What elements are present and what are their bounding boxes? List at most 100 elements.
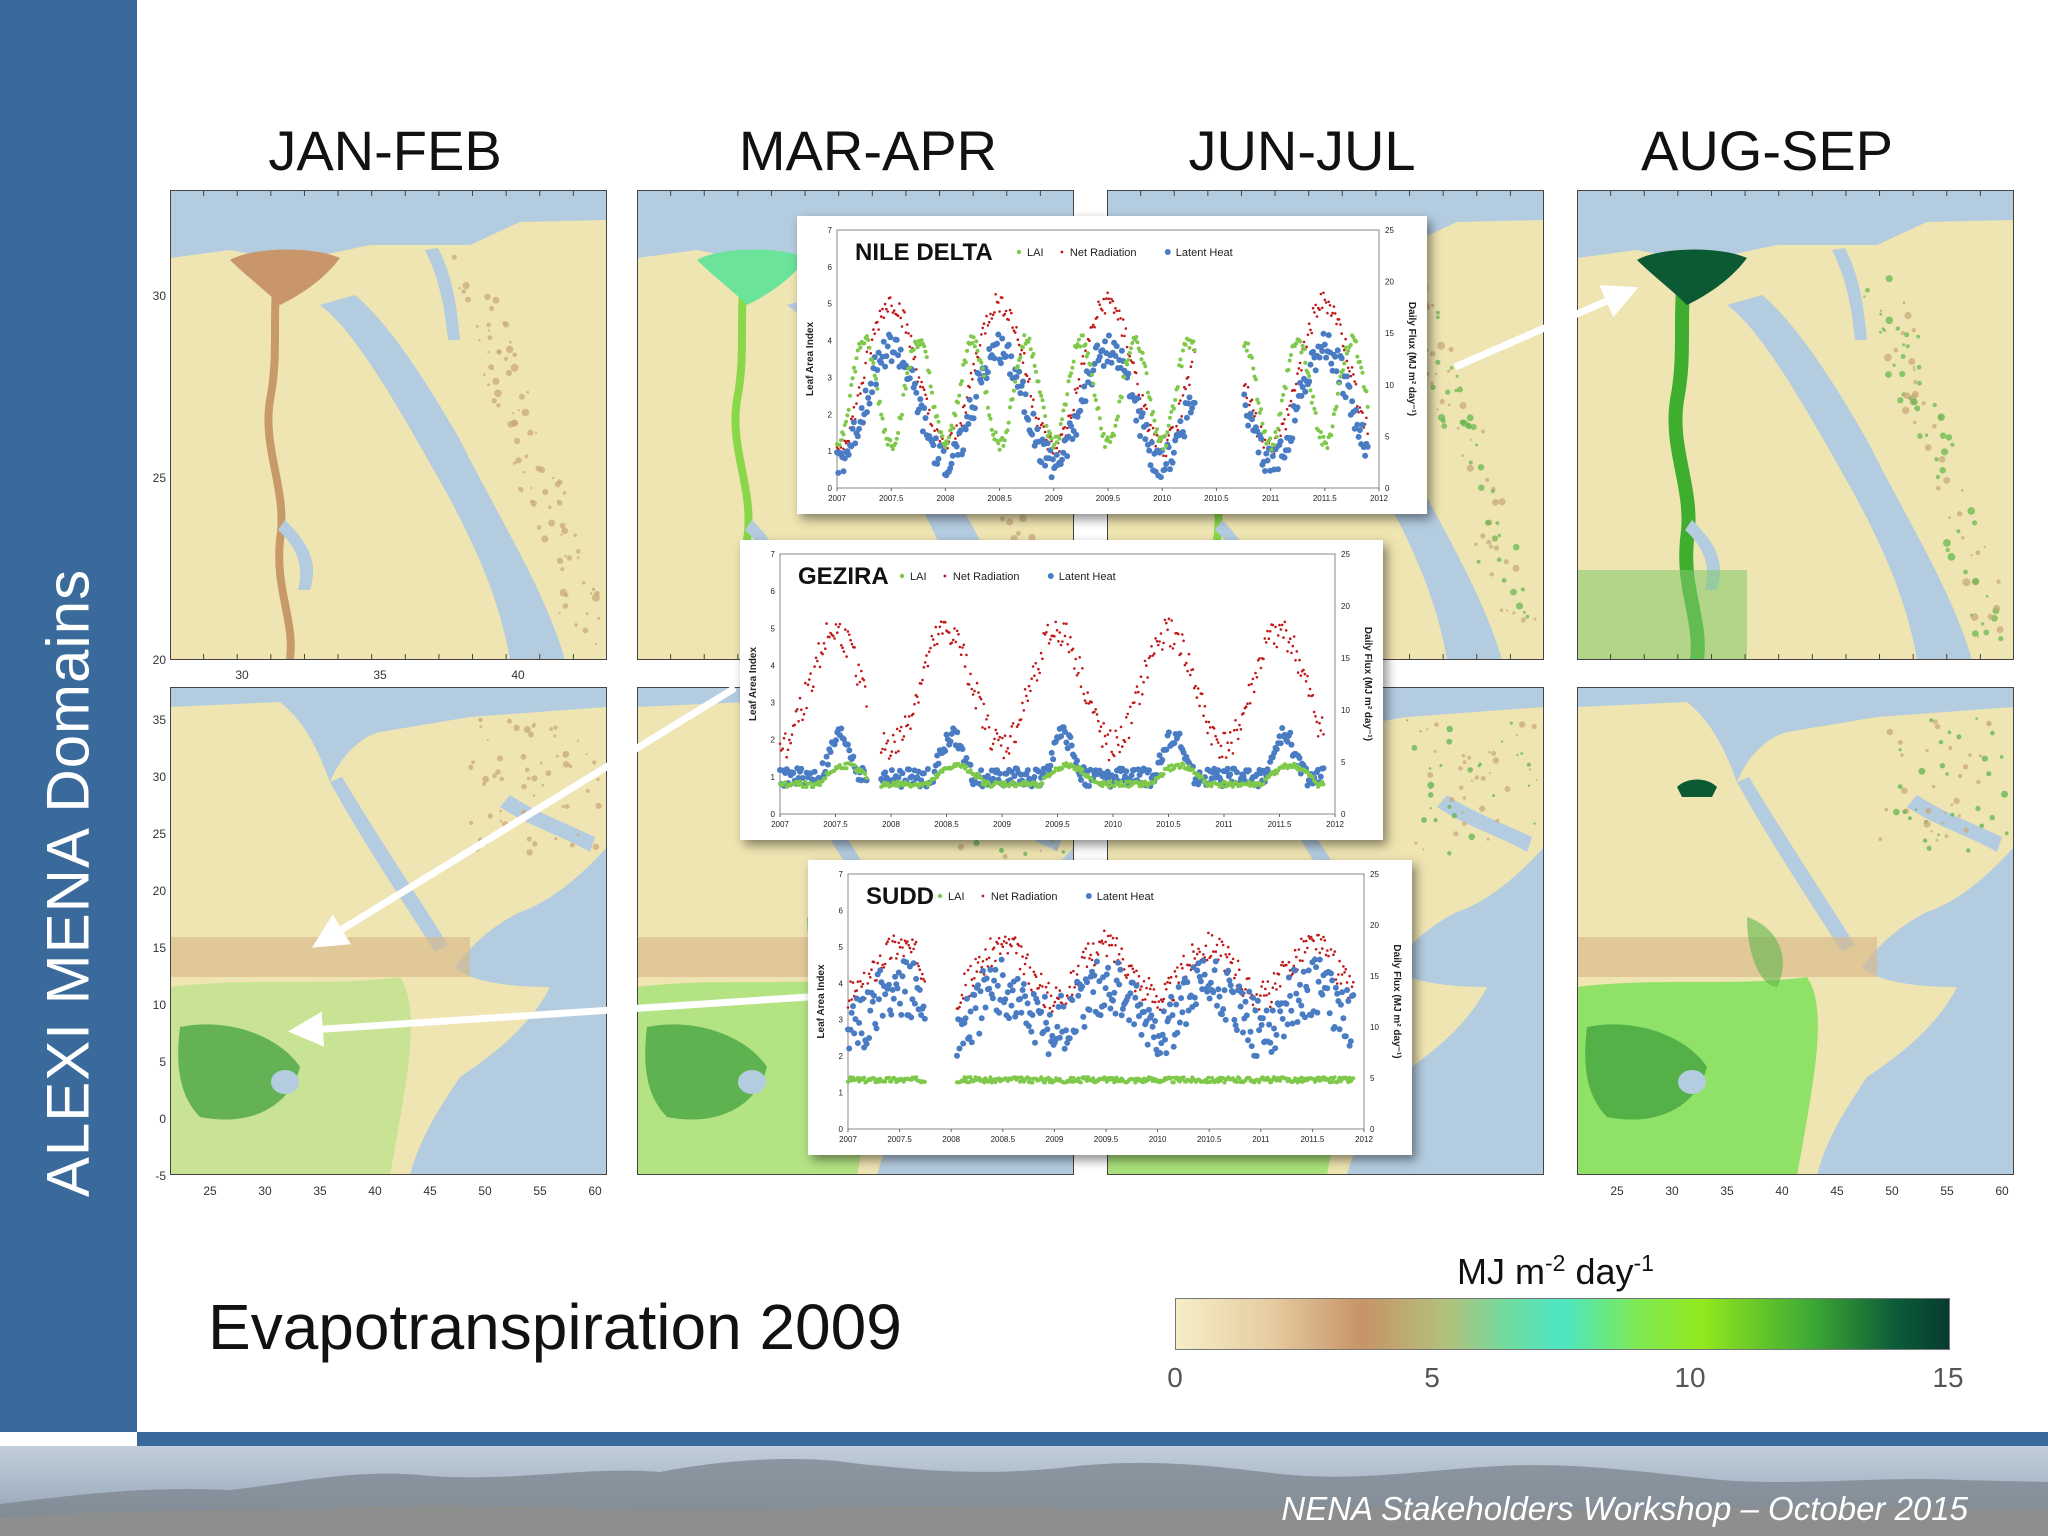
inset-title: SUDD [866,883,934,910]
net-radiation-point [1002,756,1006,760]
latent-heat-point [1127,990,1134,997]
net-radiation-point [991,742,995,746]
net-radiation-point [885,307,888,311]
latent-heat-point [1006,1015,1012,1022]
y-left-tick-label: 3 [828,373,833,382]
latent-heat-point [1044,440,1051,447]
latent-heat-point [888,1011,895,1018]
lai-point [1112,433,1117,438]
latent-heat-point [1267,1039,1274,1046]
latent-heat-point [1210,989,1217,996]
net-radiation-point [1027,982,1031,985]
net-radiation-point [1226,945,1230,949]
net-radiation-point [1300,937,1303,941]
lai-point [987,413,992,418]
net-radiation-point [912,357,915,361]
latent-heat-point [1106,991,1113,998]
latent-heat-point [1226,977,1233,984]
latent-heat-point [1118,1012,1125,1019]
latent-heat-point [858,405,865,411]
latent-heat-point [1009,987,1016,994]
net-radiation-point [1244,383,1247,386]
latent-heat-point [986,346,993,352]
latent-heat-point [1307,361,1314,368]
net-radiation-point [1224,953,1227,956]
latent-heat-point [971,992,978,998]
latent-heat-point [1342,394,1349,401]
latent-heat-point [1059,456,1065,463]
latent-heat-point [917,396,924,403]
net-radiation-point [994,728,998,732]
footer-mountains-image [0,1458,2048,1536]
lai-point [987,781,992,786]
lai-point [1165,430,1170,435]
latent-heat-point [882,363,889,370]
latent-heat-point [1028,1028,1035,1035]
net-radiation-point [1074,657,1077,661]
net-radiation-point [973,977,976,980]
net-radiation-point [904,331,908,334]
lai-point [1018,1079,1023,1084]
lai-point [1272,443,1277,447]
net-radiation-point [1043,430,1047,434]
lai-point [1142,361,1146,366]
latent-heat-point [919,428,926,435]
colorbar-tick-15: 15 [1932,1362,1964,1393]
lai-point [1080,333,1085,338]
net-radiation-point [1289,399,1293,403]
lai-point [996,441,1001,446]
lai-point [1116,414,1120,419]
net-radiation-point [1058,450,1061,453]
net-radiation-point [909,334,913,338]
net-radiation-point [851,415,854,418]
latent-heat-point [871,992,877,999]
net-radiation-point [1013,331,1017,334]
net-radiation-point [1072,408,1075,412]
net-radiation-point [1251,677,1255,681]
net-radiation-point [1324,953,1328,957]
net-radiation-point [1007,752,1011,755]
lai-point [1112,1080,1117,1085]
net-radiation-point [1350,366,1354,369]
net-radiation-point [1339,323,1342,326]
net-radiation-point [1135,969,1138,973]
latent-heat-point [1038,459,1045,466]
latent-heat-point [1293,990,1300,997]
lai-point [1037,390,1042,395]
net-radiation-point [1012,329,1016,332]
latent-heat-point [1082,398,1089,405]
latent-heat-point [967,761,974,768]
latent-heat-point [1069,436,1076,443]
latent-heat-point [980,967,986,974]
latent-heat-point [1284,1021,1291,1028]
net-radiation-point [1133,701,1136,704]
net-radiation-point [972,362,975,366]
net-radiation-point [1110,297,1113,301]
net-radiation-point [1054,620,1057,624]
net-radiation-point [922,666,926,669]
latent-heat-point [1025,1023,1032,1029]
y-left-tick-label: 4 [771,661,776,670]
net-radiation-point [997,738,1000,742]
lai-point [1273,430,1278,435]
net-radiation-point [1314,948,1318,951]
net-radiation-point [913,942,917,946]
net-radiation-point [1191,668,1195,671]
latent-heat-point [1066,1035,1073,1042]
net-radiation-point [1111,936,1115,940]
latent-heat-point [878,359,885,366]
net-radiation-point [1198,704,1201,708]
net-radiation-point [1273,982,1277,985]
lai-point [924,355,929,360]
net-radiation-point [1182,639,1185,643]
net-radiation-point [1065,622,1068,625]
net-radiation-point [1219,954,1223,957]
latent-heat-point [1074,757,1080,764]
net-radiation-point [1093,963,1096,967]
latent-heat-point [1287,992,1294,999]
y-right-tick-label: 25 [1341,550,1350,559]
lai-point [855,348,860,353]
lai-point [919,338,924,343]
latent-heat-point [1117,966,1124,973]
net-radiation-point [1314,715,1317,718]
